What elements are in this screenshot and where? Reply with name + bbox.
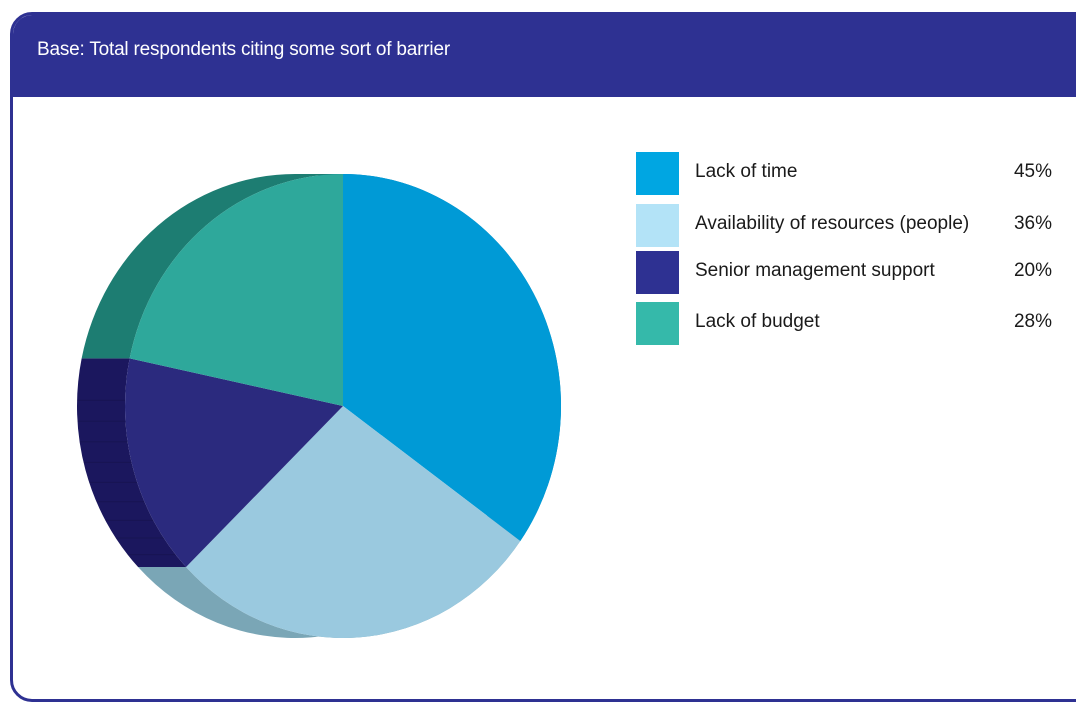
- legend-label: Availability of resources (people): [695, 213, 970, 234]
- legend-swatch: [636, 302, 679, 345]
- legend-value: 28%: [1013, 311, 1052, 332]
- legend-value: 36%: [1013, 213, 1052, 234]
- legend-item-availability-of-resources: Availability of resources (people) 36%: [636, 204, 1066, 248]
- legend-item-lack-of-time: Lack of time 45%: [636, 152, 1066, 196]
- legend-label: Senior management support: [695, 260, 935, 281]
- legend-swatch: [636, 251, 679, 294]
- slice-lack-of-budget: [129, 174, 343, 406]
- slice-lack-of-budget-side: [81, 174, 343, 359]
- legend-swatch: [636, 152, 679, 195]
- legend-value: 45%: [1013, 161, 1052, 182]
- panel-header: Base: Total respondents citing some sort…: [13, 15, 1076, 97]
- legend-item-lack-of-budget: Lack of budget 28%: [636, 302, 1066, 346]
- slice-senior-management-support-side: [76, 358, 187, 568]
- legend-item-senior-management-support: Senior management support 20%: [636, 251, 1066, 295]
- legend-swatch: [636, 204, 679, 247]
- legend-label: Lack of time: [695, 161, 798, 182]
- legend-value: 20%: [1013, 260, 1052, 281]
- legend-label: Lack of budget: [695, 311, 820, 332]
- pie-chart: [76, 174, 562, 639]
- slice-lack-of-time: [343, 174, 562, 541]
- slice-availability-of-resources: [186, 406, 521, 638]
- slice-senior-management-support: [124, 358, 343, 568]
- panel-title: Base: Total respondents citing some sort…: [37, 39, 450, 60]
